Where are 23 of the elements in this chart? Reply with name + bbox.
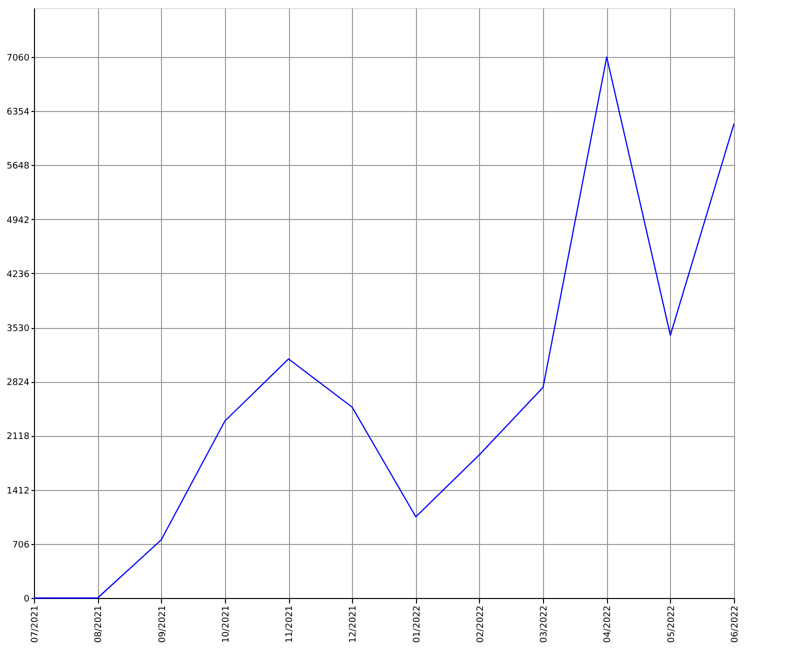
y-tick-label: 7060 <box>6 54 30 64</box>
y-tick-label: 706 <box>12 540 30 550</box>
x-tick-label: 12/2021 <box>348 606 359 643</box>
x-tick-label: 04/2022 <box>603 606 614 643</box>
x-tick-label: 09/2021 <box>158 606 168 643</box>
x-tick-label: 11/2021 <box>285 606 296 643</box>
x-tick-label: 01/2022 <box>412 606 422 643</box>
y-tick-label: 0 <box>24 594 30 604</box>
x-tick-label: 05/2022 <box>666 606 677 643</box>
x-tick-label: 02/2022 <box>476 606 486 643</box>
y-tick-label: 5648 <box>6 162 30 172</box>
y-tick-label: 4942 <box>6 216 30 226</box>
y-tick-label: 2824 <box>6 378 30 388</box>
x-tick-label: 10/2021 <box>221 606 232 643</box>
x-tick-label: 07/2021 <box>30 606 40 643</box>
x-tick-label: 08/2021 <box>94 606 104 643</box>
y-tick-label: 1412 <box>6 486 30 496</box>
y-tick-label: 2118 <box>6 432 30 442</box>
x-tick-label: 06/2022 <box>730 606 740 643</box>
y-tick-label: 3530 <box>6 324 30 334</box>
y-tick-label: 4236 <box>6 270 30 280</box>
x-tick-label: 03/2022 <box>540 606 550 643</box>
y-tick-label: 6354 <box>6 108 30 118</box>
